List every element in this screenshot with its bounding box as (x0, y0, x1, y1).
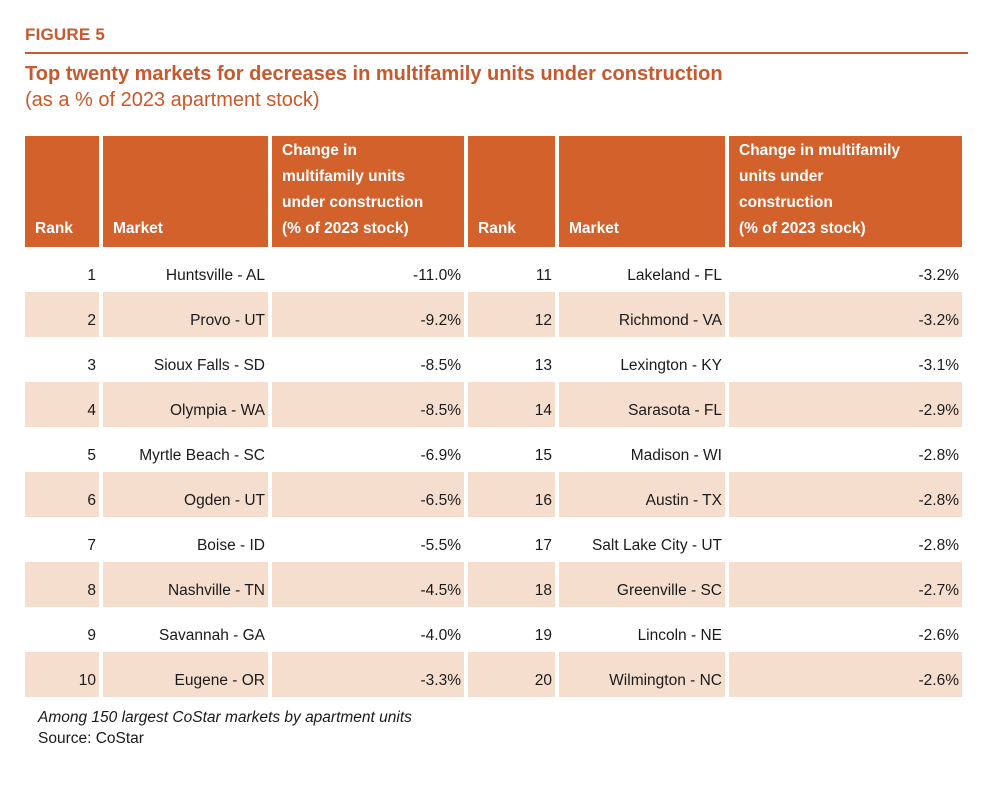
table-cell-rank-right-row-5: 15 (468, 427, 555, 472)
table-cell-change-right-row-10: -2.6% (729, 652, 962, 697)
table-cell-change-left-row-7: -5.5% (272, 517, 464, 562)
column-header-market-left: Market (103, 136, 268, 247)
table-cell-rank-right-row-7: 17 (468, 517, 555, 562)
table-cell-rank-left-row-3: 3 (25, 337, 99, 382)
table-cell-change-right-row-7: -2.8% (729, 517, 962, 562)
table-cell-change-right-row-8: -2.7% (729, 562, 962, 607)
table-cell-market-left-row-5: Myrtle Beach - SC (103, 427, 268, 472)
table-cell-market-right-row-3: Lexington - KY (559, 337, 725, 382)
figure-subtitle: (as a % of 2023 apartment stock) (25, 89, 320, 111)
table-cell-change-left-row-5: -6.9% (272, 427, 464, 472)
source-attribution: Source: CoStar (38, 730, 144, 747)
table-cell-market-right-row-10: Wilmington - NC (559, 652, 725, 697)
table-cell-market-right-row-8: Greenville - SC (559, 562, 725, 607)
table-cell-rank-left-row-2: 2 (25, 292, 99, 337)
table-cell-market-left-row-8: Nashville - TN (103, 562, 268, 607)
table-cell-market-left-row-2: Provo - UT (103, 292, 268, 337)
table-cell-market-left-row-10: Eugene - OR (103, 652, 268, 697)
table-cell-rank-left-row-9: 9 (25, 607, 99, 652)
table-cell-rank-left-row-8: 8 (25, 562, 99, 607)
column-header-market-right: Market (559, 136, 725, 247)
figure-rule (25, 52, 968, 54)
table-cell-change-right-row-1: -3.2% (729, 247, 962, 292)
table-cell-market-right-row-5: Madison - WI (559, 427, 725, 472)
table-cell-rank-right-row-8: 18 (468, 562, 555, 607)
column-header-rank-right: Rank (468, 136, 555, 247)
table-cell-market-right-row-9: Lincoln - NE (559, 607, 725, 652)
figure-title: Top twenty markets for decreases in mult… (25, 63, 723, 85)
table-cell-change-right-row-4: -2.9% (729, 382, 962, 427)
table-cell-market-right-row-1: Lakeland - FL (559, 247, 725, 292)
table-cell-market-left-row-1: Huntsville - AL (103, 247, 268, 292)
table-cell-change-left-row-9: -4.0% (272, 607, 464, 652)
table-cell-rank-right-row-2: 12 (468, 292, 555, 337)
table-cell-rank-right-row-1: 11 (468, 247, 555, 292)
column-header-rank-left: Rank (25, 136, 99, 247)
table-cell-change-left-row-10: -3.3% (272, 652, 464, 697)
table-cell-rank-right-row-6: 16 (468, 472, 555, 517)
table-cell-rank-right-row-9: 19 (468, 607, 555, 652)
table-cell-rank-left-row-10: 10 (25, 652, 99, 697)
table-cell-rank-left-row-4: 4 (25, 382, 99, 427)
table-cell-rank-right-row-4: 14 (468, 382, 555, 427)
table-cell-market-left-row-7: Boise - ID (103, 517, 268, 562)
table-cell-rank-left-row-7: 7 (25, 517, 99, 562)
markets-table: Rank Market Change in multifamily units … (25, 136, 962, 697)
table-cell-rank-right-row-3: 13 (468, 337, 555, 382)
table-cell-market-right-row-7: Salt Lake City - UT (559, 517, 725, 562)
table-cell-market-right-row-4: Sarasota - FL (559, 382, 725, 427)
table-cell-rank-right-row-10: 20 (468, 652, 555, 697)
table-cell-market-left-row-9: Savannah - GA (103, 607, 268, 652)
table-cell-change-left-row-2: -9.2% (272, 292, 464, 337)
table-cell-rank-left-row-1: 1 (25, 247, 99, 292)
table-footnote: Among 150 largest CoStar markets by apar… (38, 709, 412, 726)
figure-label: FIGURE 5 (25, 25, 106, 44)
table-cell-change-left-row-4: -8.5% (272, 382, 464, 427)
table-cell-rank-left-row-6: 6 (25, 472, 99, 517)
column-header-change-right: Change in multifamily units under constr… (729, 136, 962, 247)
table-cell-change-right-row-6: -2.8% (729, 472, 962, 517)
table-cell-change-right-row-3: -3.1% (729, 337, 962, 382)
table-cell-change-right-row-9: -2.6% (729, 607, 962, 652)
table-cell-change-left-row-3: -8.5% (272, 337, 464, 382)
table-cell-market-left-row-3: Sioux Falls - SD (103, 337, 268, 382)
table-cell-market-left-row-6: Ogden - UT (103, 472, 268, 517)
column-header-change-left: Change in multifamily units under constr… (272, 136, 464, 247)
table-cell-rank-left-row-5: 5 (25, 427, 99, 472)
table-cell-market-left-row-4: Olympia - WA (103, 382, 268, 427)
table-cell-change-left-row-8: -4.5% (272, 562, 464, 607)
table-cell-change-left-row-1: -11.0% (272, 247, 464, 292)
table-cell-change-right-row-5: -2.8% (729, 427, 962, 472)
table-cell-change-left-row-6: -6.5% (272, 472, 464, 517)
table-cell-market-right-row-6: Austin - TX (559, 472, 725, 517)
table-cell-market-right-row-2: Richmond - VA (559, 292, 725, 337)
table-cell-change-right-row-2: -3.2% (729, 292, 962, 337)
